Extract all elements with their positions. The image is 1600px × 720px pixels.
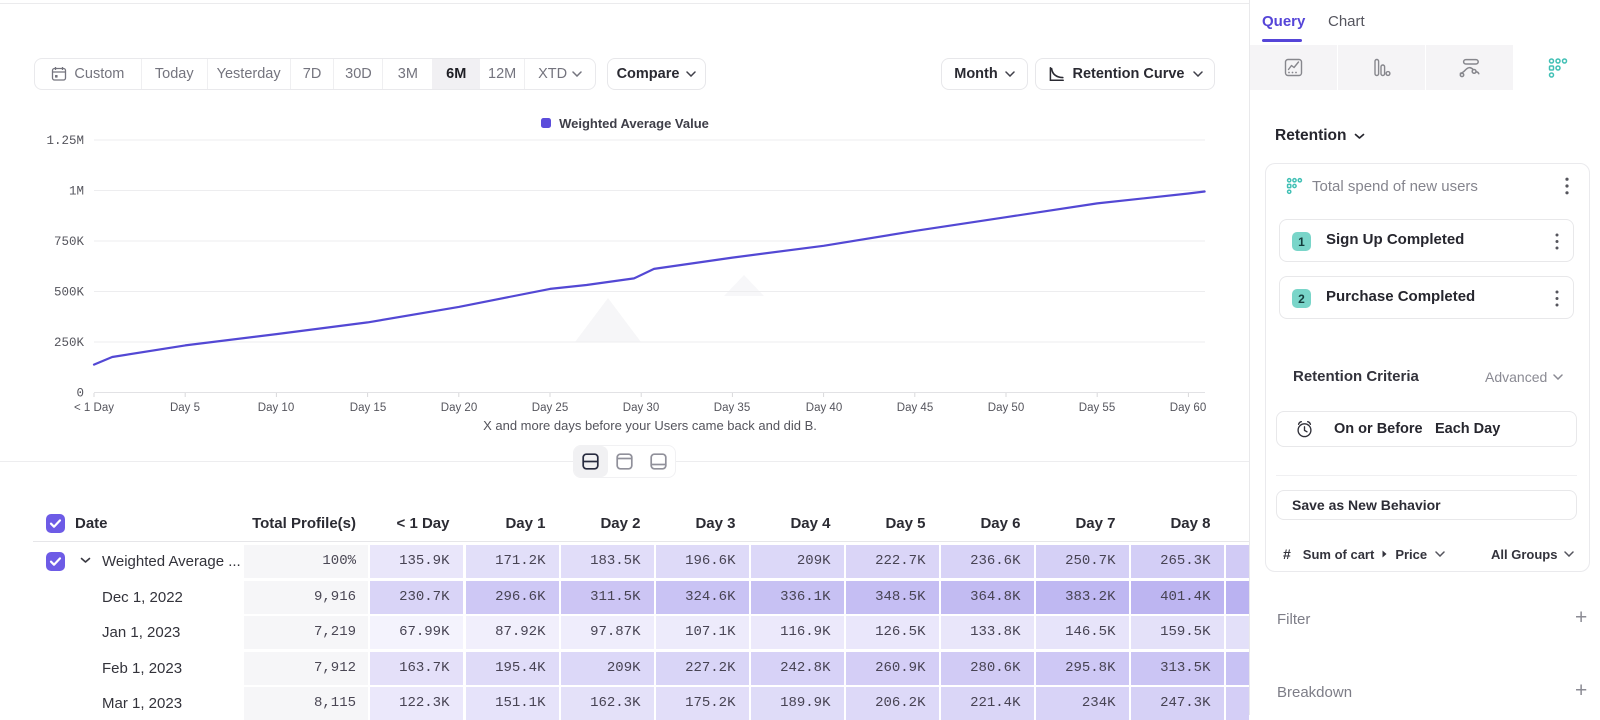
svg-text:Day 20: Day 20 — [441, 402, 477, 414]
svg-text:750K: 750K — [54, 235, 85, 249]
svg-text:Day 25: Day 25 — [532, 402, 568, 414]
svg-text:Day 40: Day 40 — [806, 402, 842, 414]
svg-text:Day 45: Day 45 — [897, 402, 933, 414]
svg-text:Day 30: Day 30 — [623, 402, 659, 414]
svg-text:1.25M: 1.25M — [46, 134, 84, 148]
svg-text:Day 55: Day 55 — [1079, 402, 1115, 414]
svg-text:250K: 250K — [54, 336, 85, 350]
svg-text:Day 10: Day 10 — [258, 402, 294, 414]
svg-text:1M: 1M — [69, 185, 84, 199]
svg-text:Day 50: Day 50 — [988, 402, 1024, 414]
svg-text:< 1 Day: < 1 Day — [74, 402, 114, 414]
svg-text:Day 35: Day 35 — [714, 402, 750, 414]
svg-text:Day 60: Day 60 — [1170, 402, 1206, 414]
svg-text:Day 5: Day 5 — [170, 402, 200, 414]
svg-text:Day 15: Day 15 — [350, 402, 386, 414]
svg-text:X and more days before your Us: X and more days before your Users came b… — [483, 418, 817, 433]
svg-text:500K: 500K — [54, 286, 85, 300]
svg-text:0: 0 — [76, 387, 84, 401]
